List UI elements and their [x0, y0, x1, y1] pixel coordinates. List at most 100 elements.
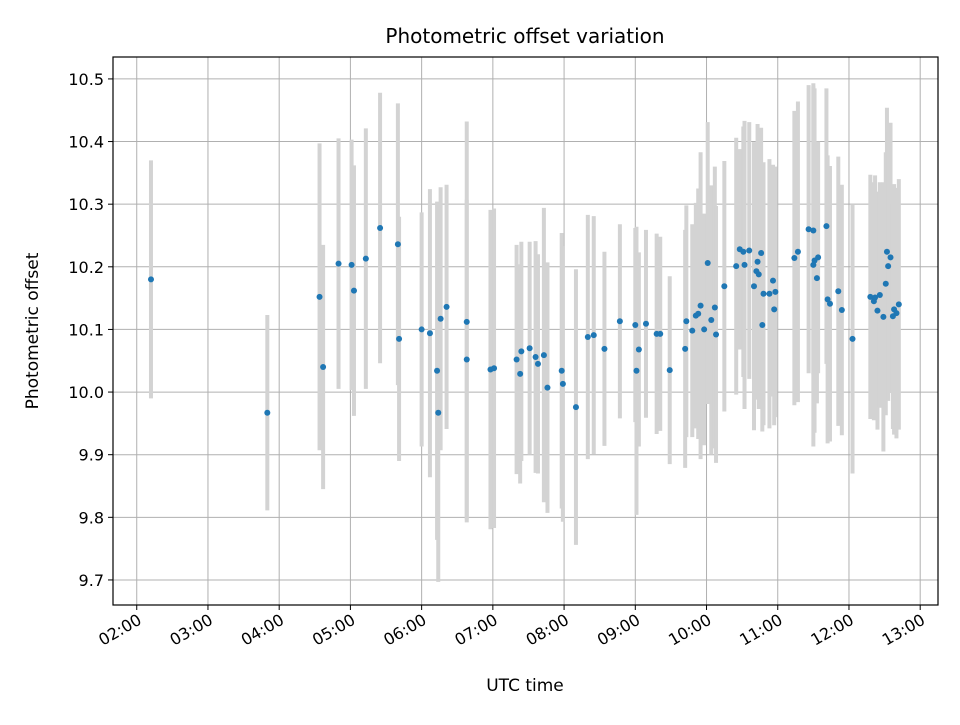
data-point: [755, 271, 762, 278]
y-tick-label: 9.7: [79, 571, 104, 590]
data-point: [635, 346, 642, 353]
data-point: [758, 250, 765, 257]
y-tick-label: 10.1: [68, 320, 104, 339]
data-point: [362, 255, 369, 262]
data-point: [264, 409, 271, 416]
data-point: [657, 330, 664, 337]
data-point: [572, 404, 579, 411]
data-point: [544, 384, 551, 391]
data-point: [754, 258, 761, 265]
data-point: [463, 318, 470, 325]
data-point: [683, 318, 690, 325]
data-point: [491, 365, 498, 372]
data-point: [823, 223, 830, 230]
data-point: [813, 275, 820, 282]
data-point: [760, 290, 767, 297]
data-point: [835, 288, 842, 295]
data-point: [682, 345, 689, 352]
y-tick-label: 10.5: [68, 70, 104, 89]
data-point: [540, 352, 547, 359]
data-point: [876, 291, 883, 298]
data-point: [695, 310, 702, 317]
data-point: [805, 226, 812, 233]
y-axis-label: Photometric offset: [23, 252, 43, 409]
data-point: [733, 263, 740, 270]
data-point: [721, 283, 728, 290]
data-point: [746, 247, 753, 254]
data-point: [463, 356, 470, 363]
chart-title: Photometric offset variation: [385, 24, 664, 48]
data-point: [532, 353, 539, 360]
data-point: [849, 335, 856, 342]
data-point: [689, 327, 696, 334]
y-tick-label: 10.0: [68, 383, 104, 402]
data-point: [601, 345, 608, 352]
data-point: [426, 330, 433, 337]
data-point: [348, 261, 355, 268]
data-point: [350, 287, 357, 294]
data-point: [335, 260, 342, 267]
x-axis-label: UTC time: [486, 676, 564, 696]
data-point: [713, 331, 720, 338]
data-point: [838, 307, 845, 314]
data-point: [418, 326, 425, 333]
data-point: [887, 254, 894, 261]
data-point: [824, 296, 831, 303]
data-point: [590, 332, 597, 339]
data-point: [826, 300, 833, 307]
data-point: [320, 364, 327, 371]
data-point: [883, 248, 890, 255]
data-point: [518, 348, 525, 355]
data-point: [893, 310, 900, 317]
plot-frame: [112, 56, 939, 606]
data-point: [616, 318, 623, 325]
data-point: [316, 293, 323, 300]
data-point: [558, 367, 565, 374]
data-point: [632, 322, 639, 329]
data-point: [517, 370, 524, 377]
data-point: [559, 380, 566, 387]
data-point: [751, 283, 758, 290]
data-point: [435, 409, 442, 416]
y-tick-label: 9.8: [79, 508, 104, 527]
data-point: [791, 255, 798, 262]
data-point: [895, 301, 902, 308]
data-point: [697, 302, 704, 309]
data-point: [704, 260, 711, 267]
data-point: [771, 306, 778, 313]
data-point: [766, 290, 773, 297]
y-tick-label: 10.2: [68, 258, 104, 277]
data-point: [872, 294, 879, 301]
data-point: [642, 320, 649, 327]
data-point: [772, 288, 779, 295]
y-tick-label: 10.3: [68, 195, 104, 214]
data-point: [810, 227, 817, 234]
data-point: [885, 263, 892, 270]
data-point: [874, 307, 881, 314]
data-point: [740, 248, 747, 255]
data-point: [770, 277, 776, 284]
data-point: [633, 367, 640, 374]
data-point: [759, 322, 766, 329]
data-point: [147, 276, 154, 283]
data-point: [794, 248, 801, 255]
data-point: [584, 333, 591, 340]
data-point: [708, 317, 715, 324]
data-point: [437, 315, 444, 322]
data-point: [526, 345, 533, 352]
data-point: [741, 261, 748, 268]
plot-area-background: [113, 57, 938, 605]
data-point: [815, 254, 822, 261]
data-point: [711, 304, 718, 311]
data-point: [434, 367, 441, 374]
data-point: [513, 356, 520, 363]
data-points: [147, 223, 902, 416]
data-point: [867, 293, 874, 300]
data-point: [666, 367, 673, 374]
data-point: [880, 313, 887, 320]
y-tick-label: 10.4: [68, 133, 104, 152]
data-point: [394, 241, 401, 248]
data-point: [377, 224, 384, 231]
